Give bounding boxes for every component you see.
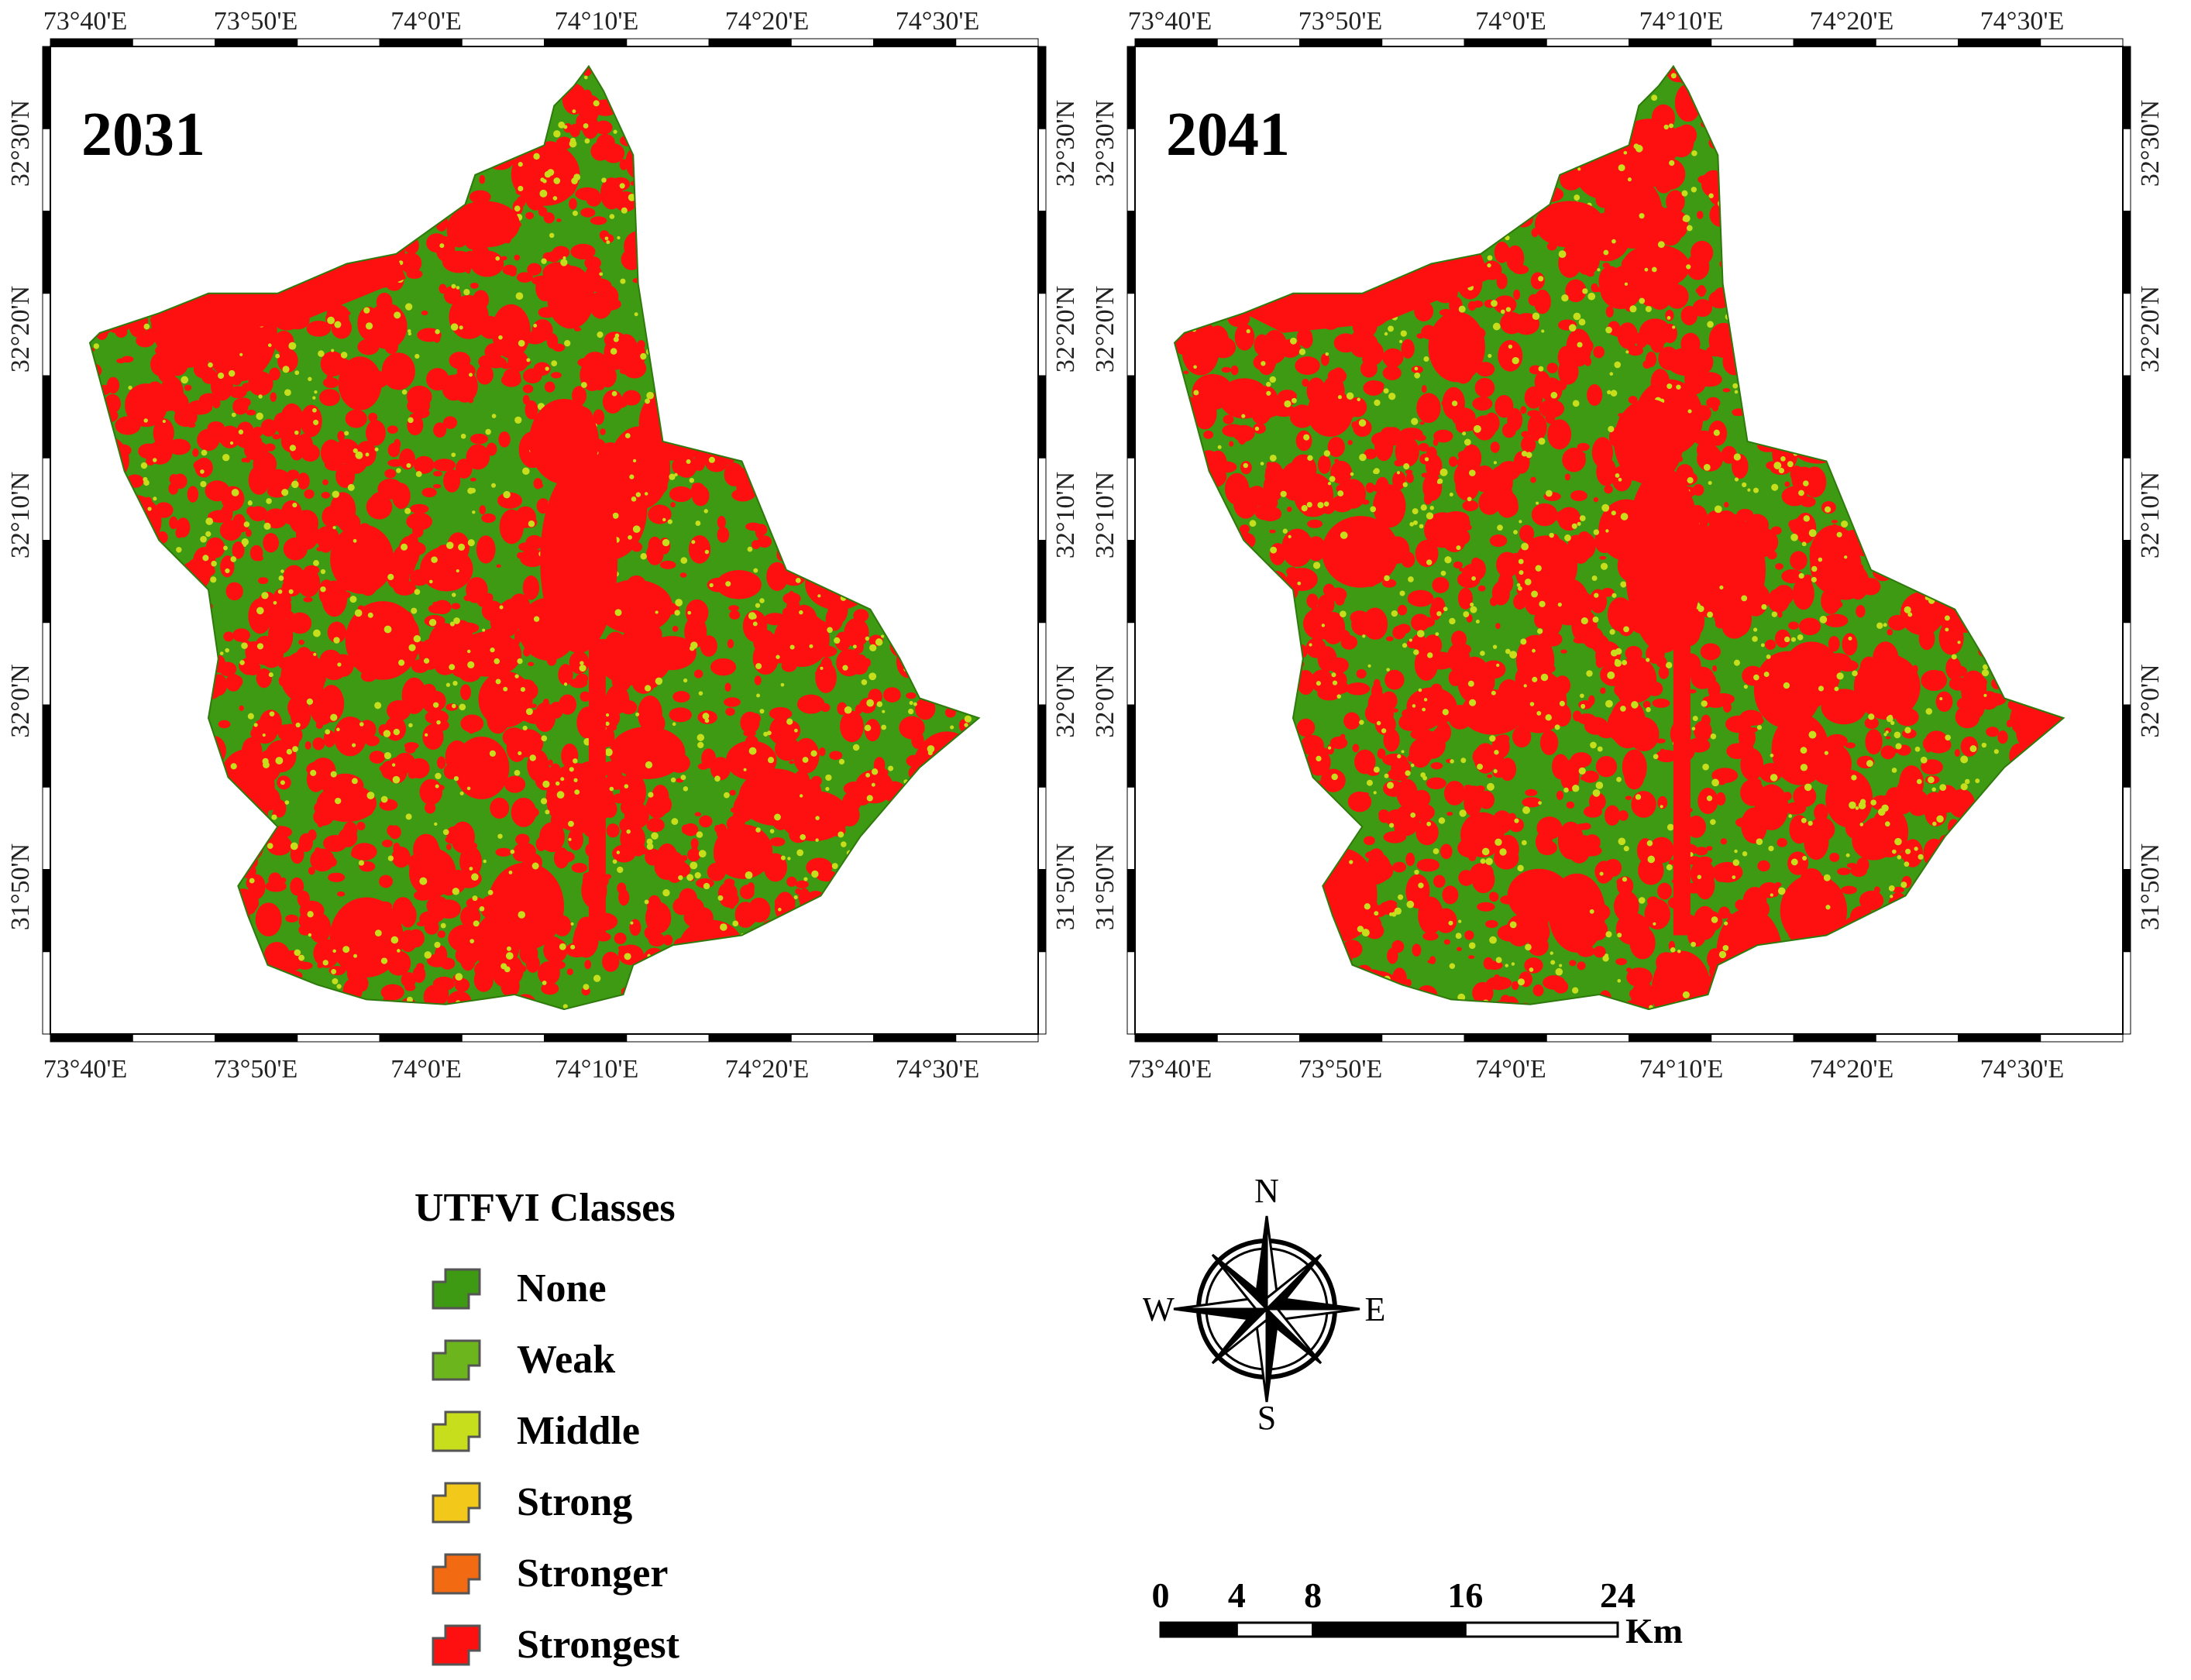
legend-swatch bbox=[432, 1339, 481, 1381]
scale-tick-label: 0 bbox=[1152, 1575, 1170, 1615]
latitude-label: 31°50'N bbox=[1051, 843, 1080, 930]
legend-item: Weak bbox=[414, 1324, 817, 1395]
longitude-label: 74°20'E bbox=[1810, 1055, 1894, 1084]
west-label: W bbox=[1143, 1290, 1175, 1328]
legend-item: None bbox=[414, 1252, 817, 1324]
latitude-label: 32°0'N bbox=[1051, 664, 1080, 737]
longitude-label: 74°0'E bbox=[1475, 1055, 1546, 1084]
legend-label: Weak bbox=[517, 1337, 616, 1382]
scale-segment bbox=[1464, 1621, 1619, 1638]
south-label: S bbox=[1257, 1399, 1276, 1437]
latitude-label: 32°30'N bbox=[1092, 100, 1120, 187]
latitude-label: 32°30'N bbox=[1051, 100, 1080, 187]
legend-swatch bbox=[432, 1624, 481, 1666]
year-label: 2031 bbox=[81, 101, 205, 169]
legend: UTFVI Classes None Weak Middle Strong Strong… bbox=[414, 1185, 817, 1680]
longitude-label: 73°50'E bbox=[1298, 7, 1383, 36]
longitude-label: 73°50'E bbox=[214, 1055, 298, 1084]
longitude-label: 74°30'E bbox=[1980, 1055, 2065, 1084]
latitude-label: 32°0'N bbox=[6, 664, 35, 737]
longitude-label: 74°20'E bbox=[725, 7, 810, 36]
legend-items: None Weak Middle Strong Stronger Strongest bbox=[414, 1252, 817, 1680]
east-label: E bbox=[1365, 1290, 1386, 1328]
legend-swatch bbox=[432, 1268, 481, 1310]
latitude-label: 31°50'N bbox=[6, 843, 35, 930]
longitude-label: 74°30'E bbox=[896, 7, 980, 36]
map-frame: 73°40'E 73°40'E 73°50'E 73°50'E 74°0'E 74°0'E… bbox=[6, 7, 1080, 1084]
latitude-label: 31°50'N bbox=[2136, 843, 2165, 930]
legend-item: Stronger bbox=[414, 1537, 817, 1609]
scale-segment bbox=[1159, 1621, 1238, 1638]
legend-label: Middle bbox=[517, 1408, 640, 1453]
longitude-label: 73°40'E bbox=[43, 1055, 128, 1084]
latitude-label: 32°20'N bbox=[1051, 286, 1080, 373]
frame-border bbox=[1126, 38, 2131, 1043]
legend-item: Strongest bbox=[414, 1609, 817, 1680]
longitude-label: 74°0'E bbox=[390, 7, 462, 36]
latitude-label: 32°30'N bbox=[2136, 100, 2165, 187]
legend-swatch bbox=[432, 1410, 481, 1452]
legend-title: UTFVI Classes bbox=[414, 1186, 676, 1230]
latitude-label: 32°10'N bbox=[1051, 472, 1080, 558]
legend-swatch bbox=[432, 1553, 481, 1595]
map-panel-2031: 73°40'E 73°40'E 73°50'E 73°50'E 74°0'E 74°0'E… bbox=[0, 0, 1085, 1100]
legend-label: Strongest bbox=[517, 1622, 679, 1667]
map-frame: 73°40'E 73°40'E 73°50'E 73°50'E 74°0'E 74°0'E… bbox=[1092, 7, 2165, 1084]
compass-rose-icon: N S W E bbox=[1142, 1172, 1386, 1437]
scale-segment bbox=[1312, 1621, 1467, 1638]
north-arrow: N S W E bbox=[1142, 1162, 1391, 1441]
map-panel-2041: 73°40'E 73°40'E 73°50'E 73°50'E 74°0'E 74°0'E… bbox=[1092, 0, 2191, 1100]
longitude-label: 74°20'E bbox=[1810, 7, 1894, 36]
north-label: N bbox=[1254, 1172, 1279, 1210]
longitude-label: 73°50'E bbox=[1298, 1055, 1383, 1084]
longitude-label: 73°50'E bbox=[214, 7, 298, 36]
scale-tick-label: 16 bbox=[1447, 1575, 1483, 1615]
latitude-label: 32°0'N bbox=[2136, 664, 2165, 737]
latitude-label: 32°0'N bbox=[1092, 664, 1120, 737]
scale-bar: 0 4 8 16 24 Km bbox=[1147, 1561, 1735, 1661]
legend-label: Stronger bbox=[517, 1551, 669, 1596]
longitude-label: 74°0'E bbox=[390, 1055, 462, 1084]
latitude-label: 31°50'N bbox=[1092, 843, 1120, 930]
longitude-label: 73°40'E bbox=[1128, 7, 1212, 36]
longitude-label: 73°40'E bbox=[1128, 1055, 1212, 1084]
year-label: 2041 bbox=[1166, 101, 1290, 169]
latitude-label: 32°10'N bbox=[6, 472, 35, 558]
longitude-label: 74°30'E bbox=[896, 1055, 980, 1084]
latitude-label: 32°20'N bbox=[1092, 286, 1120, 373]
scale-tick-label: 4 bbox=[1228, 1575, 1246, 1615]
latitude-label: 32°20'N bbox=[2136, 286, 2165, 373]
latitude-label: 32°30'N bbox=[6, 100, 35, 187]
longitude-label: 74°30'E bbox=[1980, 7, 2065, 36]
longitude-label: 74°0'E bbox=[1475, 7, 1546, 36]
legend-item: Strong bbox=[414, 1466, 817, 1537]
longitude-label: 74°10'E bbox=[1639, 7, 1724, 36]
longitude-label: 74°20'E bbox=[725, 1055, 810, 1084]
legend-swatch bbox=[432, 1482, 481, 1524]
scale-unit-label: Km bbox=[1625, 1611, 1683, 1651]
scale-segment bbox=[1235, 1621, 1315, 1638]
legend-label: Strong bbox=[517, 1479, 633, 1524]
legend-label: None bbox=[517, 1266, 607, 1311]
latitude-label: 32°20'N bbox=[6, 286, 35, 373]
scale-tick-label: 24 bbox=[1600, 1575, 1636, 1615]
latitude-label: 32°10'N bbox=[2136, 472, 2165, 558]
longitude-label: 74°10'E bbox=[1639, 1055, 1724, 1084]
latitude-label: 32°10'N bbox=[1092, 472, 1120, 558]
scale-tick-label: 8 bbox=[1304, 1575, 1322, 1615]
longitude-label: 73°40'E bbox=[43, 7, 128, 36]
longitude-label: 74°10'E bbox=[555, 7, 639, 36]
legend-item: Middle bbox=[414, 1395, 817, 1466]
longitude-label: 74°10'E bbox=[555, 1055, 639, 1084]
